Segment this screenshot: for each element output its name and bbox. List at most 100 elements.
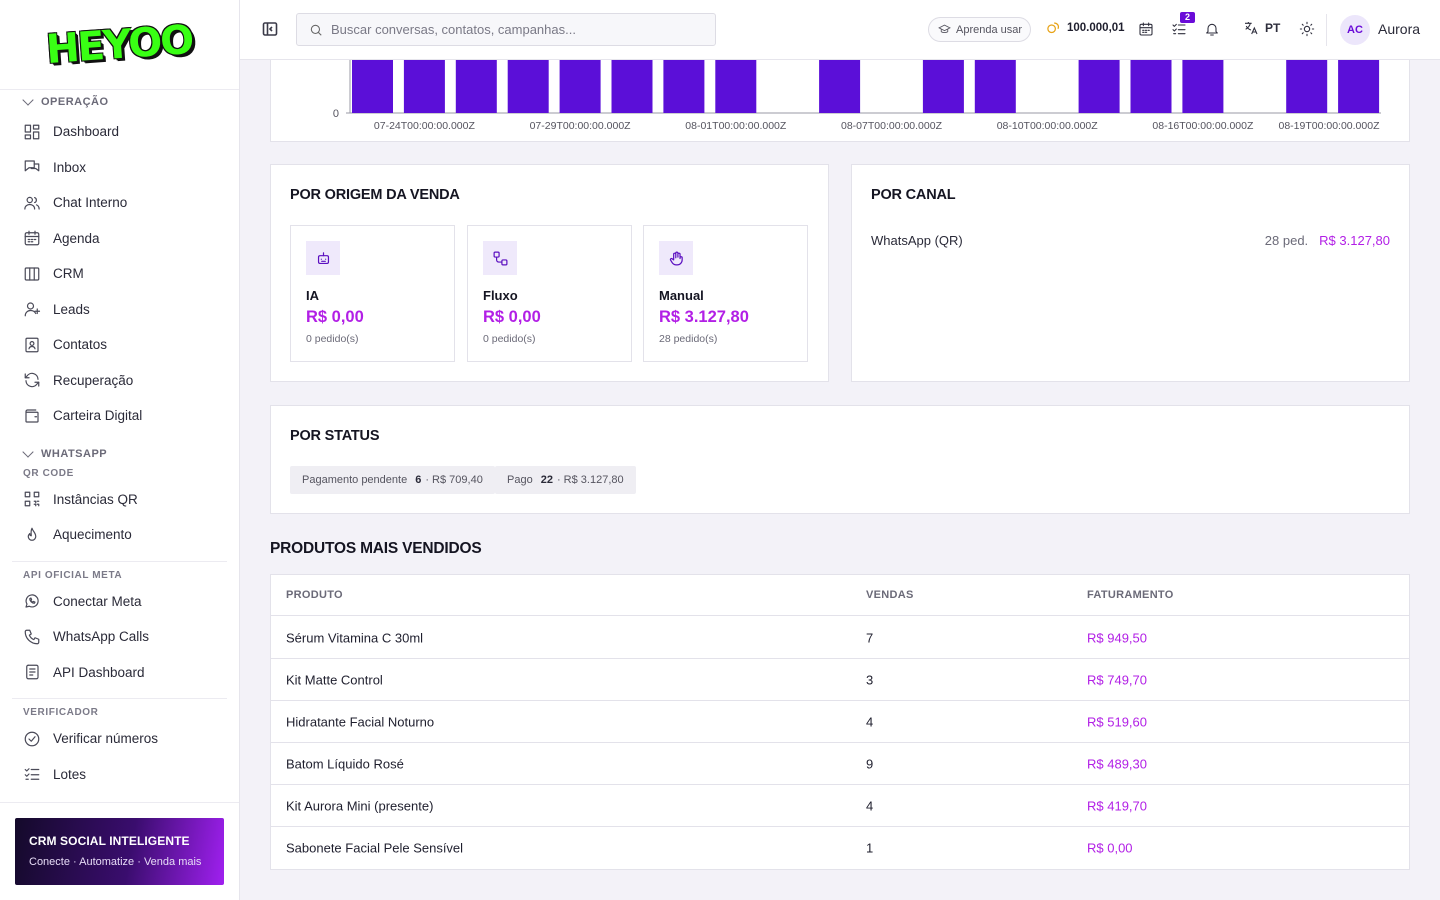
divider [0,802,239,803]
chart-bar[interactable] [1078,60,1120,113]
chart-bar[interactable] [507,60,549,113]
chart-bar[interactable] [559,60,601,113]
search-input[interactable] [331,22,691,37]
chart-bar[interactable] [403,60,445,113]
product-sales: 3 [866,672,874,687]
channel-card: POR CANAL WhatsApp (QR) 28 ped. R$ 3.127… [851,164,1410,382]
chart-bar[interactable] [611,60,653,113]
product-sales: 4 [866,798,874,813]
sidebar-item-verificar[interactable]: Verificar números [12,721,227,757]
translate-icon [1245,22,1258,35]
sidebar: HEYOO OPERAÇÃO Dashboard Inbox Chat Inte… [0,0,240,900]
chart-bar[interactable] [352,60,393,113]
credits-balance[interactable]: 100.000,01 [1046,20,1125,35]
sidebar-item-api-dashboard[interactable]: API Dashboard [12,655,227,691]
sidebar-item-contatos[interactable]: Contatos [12,327,227,363]
x-tick-label: 07-24T00:00:00.000Z [374,120,476,132]
hand-icon [659,241,693,275]
learn-button[interactable]: Aprenda usar [928,17,1031,42]
sidebar-nav: OPERAÇÃO Dashboard Inbox Chat Interno Ag… [0,90,239,802]
origin-box-manual: Manual R$ 3.127,80 28 pedido(s) [643,225,808,362]
origin-name: Fluxo [483,288,518,303]
chart-bar[interactable] [1130,60,1172,113]
table-row[interactable]: Kit Aurora Mini (presente) 4 R$ 419,70 [271,785,1409,827]
subsection-verificador: VERIFICADOR [23,707,99,718]
origin-count: 0 pedido(s) [306,333,359,345]
chevron-down-icon [22,445,34,458]
table-row[interactable]: Kit Matte Control 3 R$ 749,70 [271,659,1409,701]
user-name[interactable]: Aurora [1378,21,1421,37]
product-revenue: R$ 419,70 [1087,798,1147,813]
grid-icon [23,123,41,141]
tasks-badge: 2 [1180,12,1196,23]
chart-bar[interactable] [819,60,861,113]
divider [12,560,227,562]
origin-card: POR ORIGEM DA VENDA IA R$ 0,00 0 pedido(… [270,164,829,382]
sidebar-item-dashboard[interactable]: Dashboard [12,114,227,150]
chart-bar[interactable] [1338,60,1380,113]
sidebar-item-whatsapp-calls[interactable]: WhatsApp Calls [12,619,227,655]
top-header: Aprenda usar 100.000,01 2 PT AC Aurora [240,0,1440,60]
channel-value: R$ 3.127,80 [1319,233,1390,248]
origin-value: R$ 0,00 [483,308,541,326]
table-row[interactable]: Sérum Vitamina C 30ml 7 R$ 949,50 [271,617,1409,659]
table-row[interactable]: Batom Líquido Rosé 9 R$ 489,30 [271,743,1409,785]
sidebar-item-inbox[interactable]: Inbox [12,150,227,186]
avatar[interactable]: AC [1340,15,1370,45]
promo-title: CRM SOCIAL INTELIGENTE [29,834,190,848]
table-row[interactable]: Sabonete Facial Pele Sensível 1 R$ 0,00 [271,827,1409,869]
chart-bar[interactable] [715,60,757,113]
subsection-qr-code: QR CODE [23,467,74,479]
sun-icon[interactable] [1299,21,1315,37]
divider [12,698,227,699]
refresh-icon [23,371,41,389]
chevron-down-icon [22,94,34,106]
sidebar-item-leads[interactable]: Leads [12,292,227,328]
product-sales: 4 [866,714,874,729]
tasks-icon[interactable] [1171,21,1187,37]
sidebar-item-recuperacao[interactable]: Recuperação [12,363,227,399]
chart-bar[interactable] [974,60,1016,113]
promo-banner[interactable]: CRM SOCIAL INTELIGENTE Conecte · Automat… [15,818,224,885]
channel-name: WhatsApp (QR) [871,233,963,248]
chart-bar[interactable] [1286,60,1328,113]
column-header: FATURAMENTO [1087,589,1174,601]
sidebar-item-instancias[interactable]: Instâncias QR [12,482,227,518]
section-whatsapp[interactable]: WHATSAPP [12,442,227,466]
status-title: POR STATUS [290,428,380,444]
origin-name: IA [306,288,319,303]
language-selector[interactable]: PT [1243,20,1280,36]
brand-logo[interactable]: HEYOO [44,16,195,73]
status-chip-pendente: Pagamento pendente 6 · R$ 709,40 [290,466,495,494]
divider [1326,14,1327,46]
chart-bar[interactable] [1182,60,1224,113]
search-box[interactable] [296,13,716,46]
robot-icon [306,241,340,275]
section-operacao[interactable]: OPERAÇÃO [12,90,227,114]
chart-bar[interactable] [663,60,705,113]
sidebar-item-carteira[interactable]: Carteira Digital [12,398,227,434]
logo-area: HEYOO [0,0,239,90]
sidebar-item-crm[interactable]: CRM [12,256,227,292]
sidebar-item-conectar-meta[interactable]: Conectar Meta [12,584,227,620]
sidebar-item-agenda[interactable]: Agenda [12,221,227,257]
chart-bar[interactable] [455,60,497,113]
qr-code-icon [23,490,41,508]
channel-row: WhatsApp (QR) 28 ped. R$ 3.127,80 [871,233,1390,248]
subsection-api-meta: API OFICIAL META [23,569,123,581]
chart-bar[interactable] [922,60,964,113]
bell-icon[interactable] [1204,21,1220,37]
sidebar-item-chat-interno[interactable]: Chat Interno [12,185,227,221]
x-tick-label: 08-16T00:00:00.000Z [1152,120,1254,132]
calendar-icon [23,229,41,247]
sidebar-item-lotes[interactable]: Lotes [12,757,227,793]
sidebar-item-aquecimento[interactable]: Aquecimento [12,517,227,553]
calendar-icon[interactable] [1138,21,1154,37]
table-row[interactable]: Hidratante Facial Noturno 4 R$ 519,60 [271,701,1409,743]
sales-chart-card: 0 07-24T00:00:00.000Z 07-29T00:00:00.000Z 0… [270,60,1410,142]
product-name: Kit Aurora Mini (presente) [286,798,434,813]
channel-count: 28 ped. [1264,233,1309,248]
scroll-icon [23,663,41,681]
whatsapp-icon [23,592,41,610]
sidebar-toggle-icon[interactable] [262,21,278,37]
